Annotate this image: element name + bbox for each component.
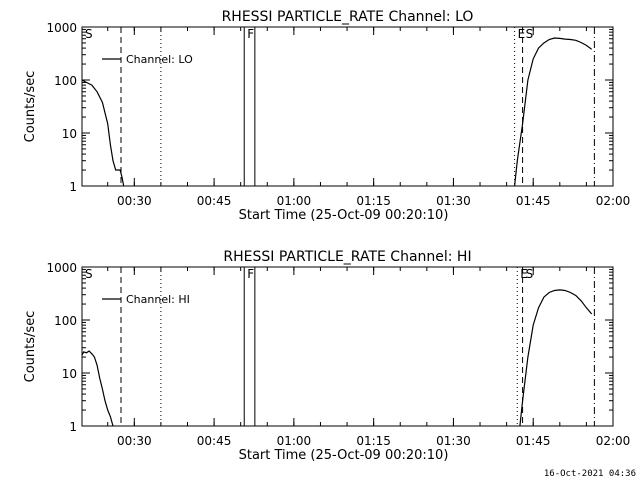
- event-label: S: [526, 27, 534, 41]
- x-tick-label: 01:45: [516, 194, 551, 208]
- event-label: S: [526, 267, 534, 281]
- x-tick-label: 01:30: [436, 434, 471, 448]
- legend-label: Channel: LO: [126, 53, 193, 66]
- y-tick-label: 100: [54, 314, 77, 328]
- data-series-line-1: [514, 37, 593, 187]
- y-tick-label: 10: [62, 127, 77, 141]
- y-tick-label: 1000: [46, 261, 77, 275]
- y-tick-label: 1000: [46, 21, 77, 35]
- generation-timestamp: 16-Oct-2021 04:36: [544, 469, 636, 479]
- hi-channel-panel: RHESSI PARTICLE_RATE Channel: HI Start Ti…: [23, 249, 630, 463]
- chart-title: RHESSI PARTICLE_RATE Channel: HI: [223, 249, 471, 265]
- event-label: E: [520, 267, 528, 281]
- y-axis-label: Counts/sec: [23, 311, 38, 383]
- plot-frame: [81, 26, 614, 187]
- y-tick-label: 10: [62, 367, 77, 381]
- event-label: S: [85, 27, 93, 41]
- event-label: E: [518, 27, 526, 41]
- event-label: S: [85, 267, 93, 281]
- x-tick-label: 00:30: [117, 434, 152, 448]
- x-tick-label: 01:15: [356, 434, 391, 448]
- x-axis-label: Start Time (25-Oct-09 00:20:10): [239, 448, 449, 463]
- data-series-line-0: [81, 350, 114, 427]
- event-label: F: [247, 267, 254, 281]
- x-axis-label: Start Time (25-Oct-09 00:20:10): [239, 208, 449, 223]
- plot-frame: [81, 266, 614, 427]
- x-tick-label: 01:45: [516, 434, 551, 448]
- x-tick-label: 00:30: [117, 194, 152, 208]
- legend-label: Channel: HI: [126, 293, 190, 306]
- y-axis-label: Counts/sec: [23, 71, 38, 143]
- y-tick-label: 1: [69, 180, 77, 194]
- lo-channel-panel: RHESSI PARTICLE_RATE Channel: LO Start Ti…: [23, 9, 630, 223]
- x-tick-label: 01:30: [436, 194, 471, 208]
- x-tick-label: 02:00: [596, 434, 631, 448]
- x-tick-label: 00:45: [197, 194, 232, 208]
- x-tick-label: 01:00: [277, 434, 312, 448]
- x-tick-label: 01:00: [277, 194, 312, 208]
- data-series-line-1: [519, 289, 593, 427]
- x-tick-label: 01:15: [356, 194, 391, 208]
- x-tick-label: 00:45: [197, 434, 232, 448]
- x-tick-label: 02:00: [596, 194, 631, 208]
- data-series-line-0: [81, 79, 125, 187]
- chart-title: RHESSI PARTICLE_RATE Channel: LO: [222, 9, 474, 25]
- y-tick-label: 1: [69, 420, 77, 434]
- y-tick-label: 100: [54, 74, 77, 88]
- event-label: F: [247, 27, 254, 41]
